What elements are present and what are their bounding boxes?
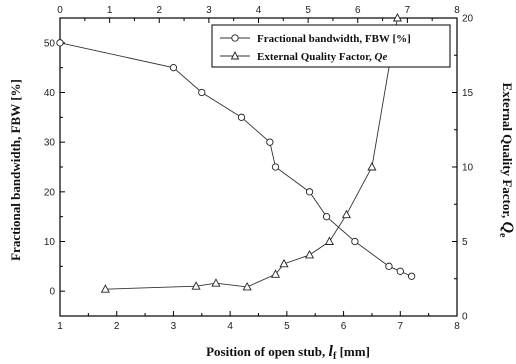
fbw-point (351, 237, 359, 246)
y-axis-left-title: Fractional bandwidth, FBW [%] (8, 79, 23, 261)
x-tick-label: 8 (454, 321, 460, 332)
x-tick-label: 7 (398, 321, 404, 332)
qe-point (270, 269, 281, 278)
x-tick-label: 2 (114, 321, 120, 332)
top-x-tick-label: 2 (156, 5, 162, 16)
y-right-tick-label: 15 (462, 88, 474, 99)
qe-point (392, 13, 403, 22)
top-x-tick-label: 4 (256, 5, 262, 16)
qe-point (279, 258, 289, 268)
fbw-point (266, 138, 274, 146)
x-tick-label: 4 (227, 321, 233, 332)
legend-qe-label: External Quality Factor, Qe (257, 51, 387, 63)
qe-point (304, 249, 315, 259)
x-tick-label: 6 (341, 321, 347, 332)
y-right-tick-label: 10 (462, 163, 474, 174)
y-left-tick-label: 40 (44, 88, 56, 99)
y-left-tick-label: 10 (44, 237, 56, 248)
qe-point (242, 282, 252, 291)
fbw-point (237, 113, 246, 121)
top-x-tick-label: 1 (107, 5, 113, 16)
fbw-point (305, 188, 314, 196)
fbw-point (56, 39, 64, 47)
qe-point (100, 284, 110, 293)
legend-fbw-label: Fractional bandwidth, FBW [%] (257, 33, 411, 45)
top-x-tick-label: 5 (305, 5, 311, 16)
fbw-point (322, 213, 331, 221)
y-left-tick-label: 0 (49, 287, 55, 298)
x-tick-label: 3 (171, 321, 177, 332)
qe-point (191, 281, 201, 290)
legend-box (211, 24, 451, 68)
y-left-tick-label: 20 (44, 187, 56, 198)
qe-point (324, 236, 334, 245)
fbw-point (271, 163, 280, 171)
x-axis-title: Position of open stub, lf [mm] (206, 343, 370, 362)
fbw-point (198, 88, 206, 97)
fbw-point (169, 64, 178, 72)
y-axis-right-title: External Quality Factor, Qe (497, 83, 516, 238)
qe-point (367, 162, 377, 171)
y-right-tick-label: 20 (462, 14, 474, 25)
top-x-tick-label: 6 (355, 5, 361, 16)
fbw-point (407, 272, 416, 280)
top-x-tick-label: 3 (206, 5, 212, 16)
y-left-tick-label: 50 (44, 38, 56, 49)
x-tick-label: 5 (284, 321, 290, 332)
legend-fbw-marker (231, 34, 239, 42)
qe-point (341, 209, 351, 219)
top-x-tick-label: 8 (454, 5, 460, 16)
legend-qe-marker (230, 50, 240, 60)
x-tick-label: 1 (57, 321, 63, 332)
y-right-tick-label: 0 (462, 312, 468, 323)
qe-series (100, 13, 403, 293)
top-x-tick-label: 0 (57, 5, 63, 16)
legend: Fractional bandwidth, FBW [%] External Q… (211, 24, 451, 68)
top-x-tick-label: 7 (405, 5, 411, 16)
qe-point (211, 278, 221, 287)
fbw-point (396, 267, 404, 275)
y-right-tick-label: 5 (462, 237, 468, 248)
fbw-line (59, 42, 412, 277)
fbw-series (56, 39, 416, 280)
y-left-tick-label: 30 (44, 138, 56, 149)
fbw-point (385, 262, 393, 270)
